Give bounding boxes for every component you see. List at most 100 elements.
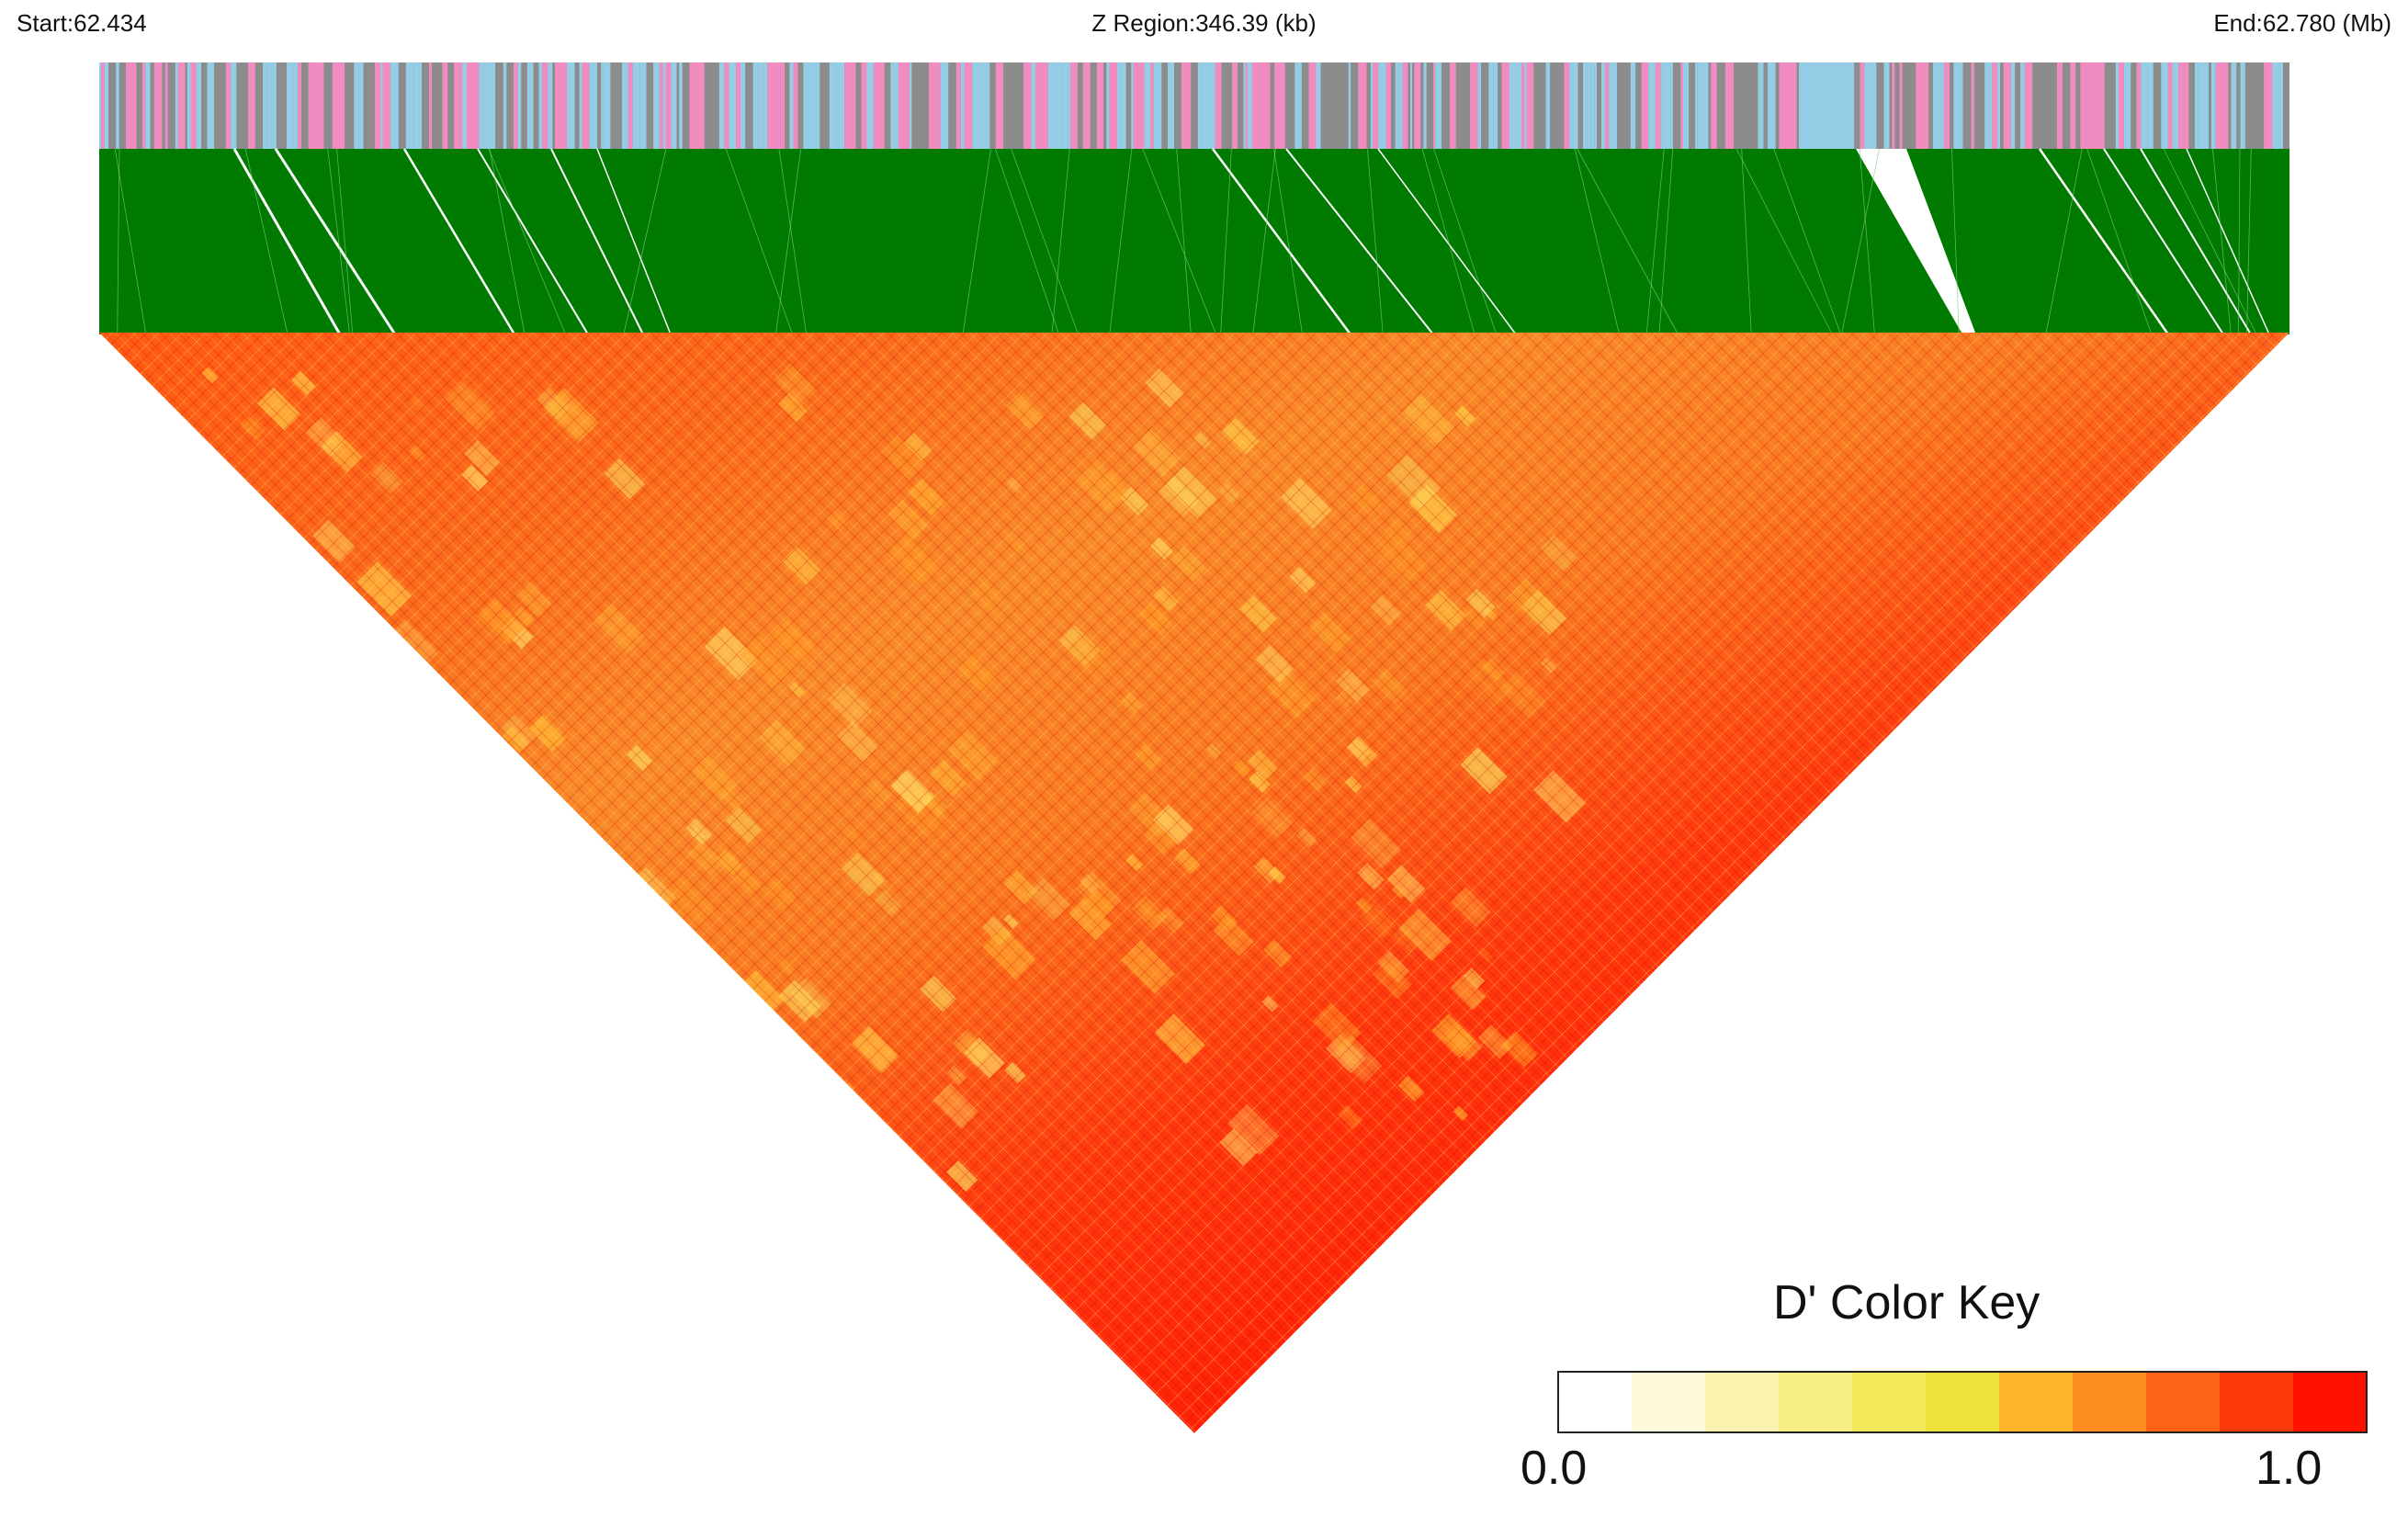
annotation-stripe — [752, 62, 758, 149]
connector-line — [2086, 148, 2153, 335]
annotation-stripe — [1082, 62, 1091, 149]
annotation-stripe — [245, 62, 248, 149]
ld-patch — [231, 613, 266, 649]
ld-patch — [345, 990, 377, 1023]
annotation-stripe — [1078, 62, 1083, 149]
annotation-stripe — [1435, 62, 1442, 149]
ld-patch — [631, 1049, 660, 1077]
ld-patch — [502, 946, 532, 977]
annotation-stripe — [909, 62, 912, 149]
annotation-stripe — [1683, 62, 1690, 149]
annotation-stripe — [2167, 62, 2173, 149]
annotation-stripe — [1883, 62, 1887, 149]
connector-line — [1735, 148, 1833, 335]
annotation-stripe — [1697, 62, 1704, 149]
annotation-stripe — [1455, 62, 1460, 149]
annotation-stripe — [2283, 62, 2289, 149]
annotation-stripe — [836, 62, 840, 149]
annotation-stripe — [1412, 62, 1415, 149]
annotation-stripe — [2252, 62, 2260, 149]
ld-patch — [179, 769, 195, 785]
annotation-stripe — [955, 62, 961, 149]
annotation-stripe — [552, 62, 555, 149]
annotation-stripe — [1663, 62, 1671, 149]
annotation-stripe — [1521, 62, 1525, 149]
annotation-stripe — [2221, 62, 2229, 149]
annotation-stripe — [405, 62, 414, 149]
annotation-stripe — [1245, 62, 1248, 149]
annotation-stripe — [1494, 62, 1498, 149]
connector-line — [1951, 148, 1960, 335]
connector-line — [489, 148, 526, 335]
annotation-stripe — [757, 62, 760, 149]
annotation-stripe — [221, 62, 226, 149]
annotation-stripe — [1211, 62, 1215, 149]
ld-patch — [582, 869, 619, 906]
annotation-stripe — [928, 62, 933, 149]
annotation-stripe — [1962, 62, 1972, 149]
annotation-stripe — [1703, 62, 1709, 149]
annotation-stripe — [589, 62, 593, 149]
annotation-stripe — [345, 62, 351, 149]
ld-patch — [382, 952, 437, 1007]
annotation-stripe — [1923, 62, 1929, 149]
connector-line — [623, 148, 667, 335]
annotation-stripe — [1742, 62, 1745, 149]
connector-gap — [1856, 149, 1975, 333]
annotation-stripe — [934, 62, 941, 149]
annotation-stripe — [972, 62, 980, 149]
annotation-stripe — [2000, 62, 2004, 149]
annotation-stripe — [1450, 62, 1456, 149]
connector-gap — [2140, 148, 2252, 335]
annotation-stripe — [2198, 62, 2205, 149]
ld-patch — [264, 1047, 284, 1069]
annotation-stripe — [1144, 62, 1151, 149]
annotation-stripe — [1767, 62, 1776, 149]
annotation-stripe — [337, 62, 345, 149]
ld-patch — [475, 764, 523, 812]
annotation-stripe — [610, 62, 616, 149]
annotation-stripe — [1894, 62, 1900, 149]
annotation-stripe — [1096, 62, 1104, 149]
color-key-swatch — [1779, 1372, 1853, 1432]
annotation-stripe — [1734, 62, 1737, 149]
ld-patch — [385, 1143, 415, 1173]
annotation-stripe — [521, 62, 524, 149]
annotation-stripe — [167, 62, 175, 149]
annotation-stripe — [1420, 62, 1424, 149]
annotation-stripe — [622, 62, 628, 149]
annotation-stripe — [1232, 62, 1238, 149]
annotation-stripe — [326, 62, 331, 149]
annotation-stripe — [1916, 62, 1924, 149]
annotation-stripe — [2231, 62, 2234, 149]
annotation-stripe — [1153, 62, 1162, 149]
annotation-stripe — [797, 62, 804, 149]
annotation-stripe — [2136, 62, 2142, 149]
annotation-stripe — [1982, 62, 1985, 149]
connector-line — [2238, 148, 2241, 335]
annotation-stripe — [350, 62, 355, 149]
annotation-stripe — [315, 62, 324, 149]
ld-patch — [641, 1122, 671, 1151]
annotation-stripe — [1364, 62, 1367, 149]
annotation-stripe — [999, 62, 1004, 149]
region-length-label: Z Region:346.39 (kb) — [1091, 9, 1317, 37]
annotation-stripe — [876, 62, 885, 149]
annotation-stripe — [164, 62, 168, 149]
annotation-stripe — [1288, 62, 1295, 149]
annotation-stripe — [1373, 62, 1379, 149]
annotation-stripe — [697, 62, 705, 149]
annotation-stripe — [2080, 62, 2086, 149]
annotation-stripe — [1635, 62, 1642, 149]
annotation-stripe — [495, 62, 503, 149]
annotation-stripe — [1393, 62, 1396, 149]
annotation-stripe — [177, 62, 186, 149]
annotation-stripe — [368, 62, 375, 149]
connector-line — [1273, 148, 1303, 335]
ld-patch — [397, 1037, 414, 1055]
annotation-stripe — [2068, 62, 2071, 149]
connector-gap — [232, 148, 342, 335]
annotation-stripe — [1550, 62, 1556, 149]
annotation-stripe — [447, 62, 455, 149]
annotation-stripe — [1221, 62, 1227, 149]
